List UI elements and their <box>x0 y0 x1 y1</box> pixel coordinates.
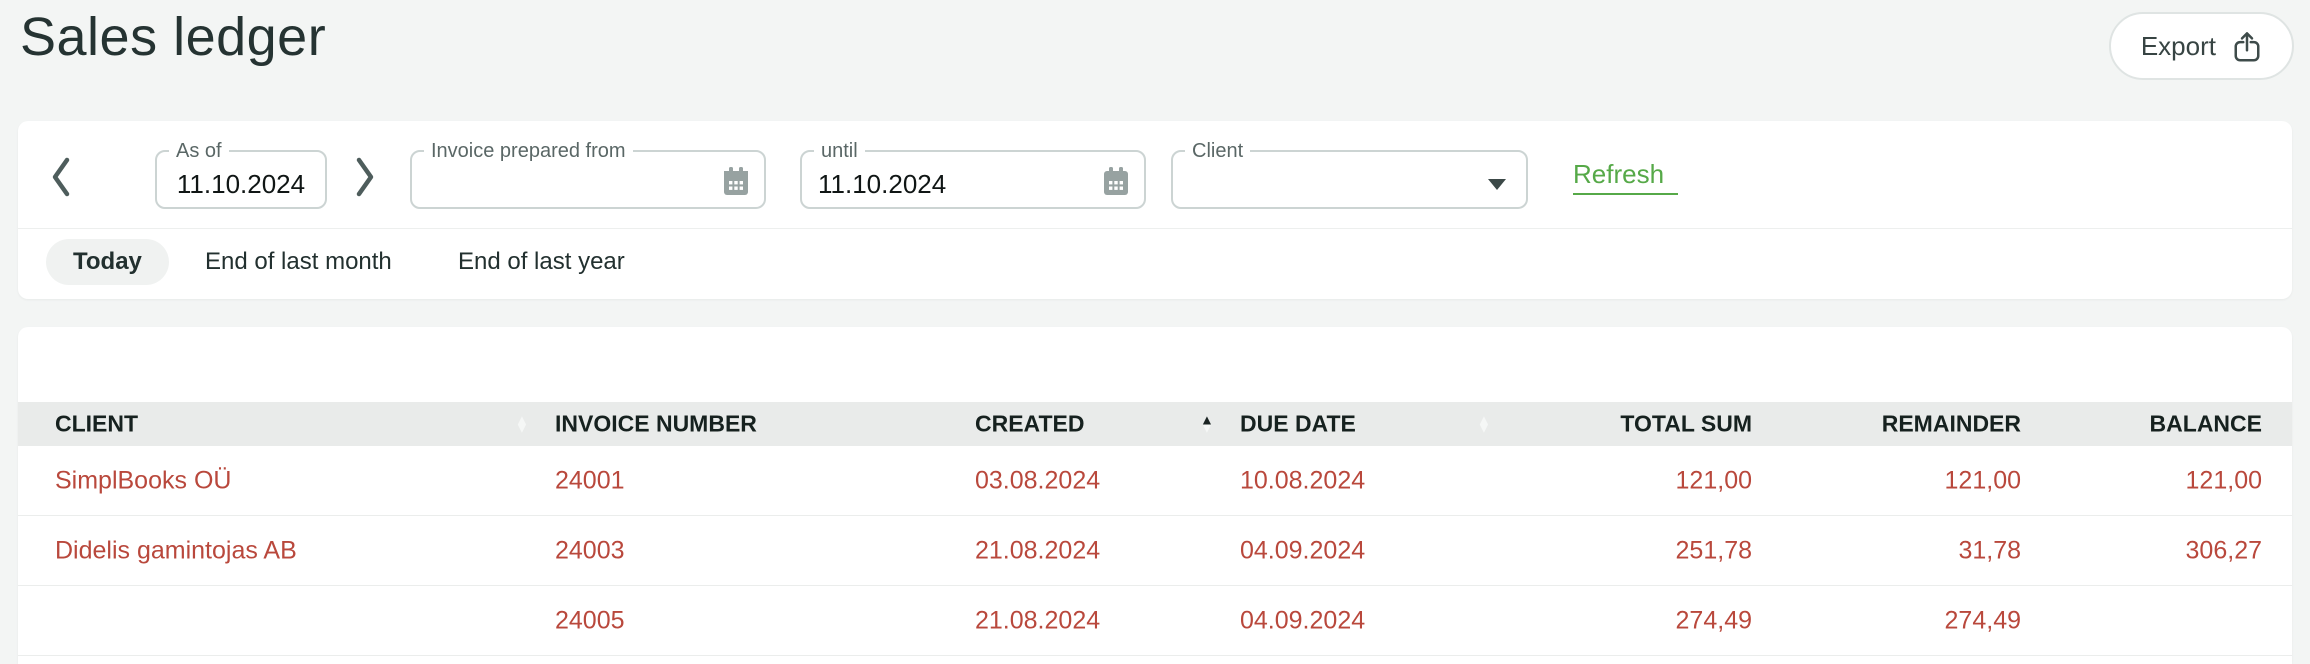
cell-total-sum: 274,49 <box>1675 606 1752 634</box>
cell-client[interactable]: SimplBooks OÜ <box>55 466 232 494</box>
sort-arrows-icon[interactable]: ▲ ▼ <box>515 411 529 435</box>
cell-invoice-number[interactable]: 24005 <box>555 606 625 634</box>
cell-client[interactable]: Didelis gamintojas AB <box>55 536 297 564</box>
cell-created: 21.08.2024 <box>975 606 1101 634</box>
invoice-prepared-from-label: Invoice prepared from <box>431 140 626 162</box>
column-header-invoice-number[interactable]: INVOICE NUMBER <box>555 410 757 437</box>
client-select[interactable]: Client <box>1171 141 1528 209</box>
column-header-client[interactable]: CLIENT <box>55 410 139 437</box>
client-label: Client <box>1192 140 1244 162</box>
cell-invoice-number[interactable]: 24001 <box>555 466 625 494</box>
calendar-icon[interactable] <box>722 167 750 202</box>
cell-due-date: 04.09.2024 <box>1240 606 1366 634</box>
cell-remainder: 31,78 <box>1958 536 2021 564</box>
until-value[interactable]: 11.10.2024 <box>818 169 947 199</box>
quick-range-today[interactable]: Today <box>46 239 169 285</box>
table-header-row: CLIENT ▲ ▼ INVOICE NUMBER CREATED ▲ ▼ DUE … <box>18 402 2292 446</box>
as-of-value[interactable]: 11.10.2024 <box>176 169 306 199</box>
cell-created: 03.08.2024 <box>975 466 1101 494</box>
export-button-label: Export <box>2140 30 2216 61</box>
column-header-remainder[interactable]: REMAINDER <box>1881 410 2021 437</box>
calendar-icon[interactable] <box>1102 167 1130 202</box>
column-header-balance[interactable]: BALANCE <box>2149 410 2262 437</box>
cell-remainder: 274,49 <box>1944 606 2021 634</box>
table-row[interactable]: SimplBooks OÜ 24001 03.08.2024 10.08.202… <box>18 446 2292 516</box>
until-label: until <box>821 140 858 162</box>
table-card: CLIENT ▲ ▼ INVOICE NUMBER CREATED ▲ ▼ DUE … <box>18 327 2292 664</box>
invoice-prepared-from-field[interactable]: Invoice prepared from <box>410 141 766 209</box>
cell-total-sum: 121,00 <box>1675 466 1752 494</box>
chevron-right-icon <box>352 157 378 202</box>
column-header-total-sum[interactable]: TOTAL SUM <box>1620 410 1752 437</box>
refresh-link[interactable]: Refresh <box>1573 159 1679 195</box>
share-export-icon <box>2232 30 2262 63</box>
cell-invoice-number[interactable]: 24003 <box>555 536 625 564</box>
page-title: Sales ledger <box>20 7 327 67</box>
quick-range-row: Today End of last month End of last year <box>18 229 2292 299</box>
column-header-created[interactable]: CREATED <box>975 410 1085 437</box>
quick-range-end-of-last-month[interactable]: End of last month <box>178 239 419 285</box>
cell-total-sum: 251,78 <box>1675 536 1752 564</box>
table-row[interactable]: Didelis gamintojas AB 24003 21.08.2024 0… <box>18 516 2292 586</box>
sort-arrows-icon[interactable]: ▲ ▼ <box>1477 411 1491 435</box>
as-of-label: As of <box>176 140 222 162</box>
table-row[interactable]: 24005 21.08.2024 04.09.2024 274,49 274,4… <box>18 586 2292 656</box>
cell-remainder: 121,00 <box>1944 466 2021 494</box>
previous-day-button[interactable] <box>48 155 74 202</box>
filter-card: As of 11.10.2024 Invoice prepared from <box>18 121 2292 299</box>
chevron-left-icon <box>48 157 74 202</box>
cell-balance: 121,00 <box>2185 466 2262 494</box>
cell-created: 21.08.2024 <box>975 536 1101 564</box>
export-button[interactable]: Export <box>2108 12 2294 80</box>
next-day-button[interactable] <box>352 155 378 202</box>
cell-balance: 306,27 <box>2185 536 2262 564</box>
cell-due-date: 10.08.2024 <box>1240 466 1366 494</box>
sort-ascending-icon[interactable]: ▲ ▼ <box>1200 411 1214 435</box>
chevron-down-icon <box>1488 179 1506 190</box>
quick-range-end-of-last-year[interactable]: End of last year <box>431 239 652 285</box>
as-of-date-field[interactable]: As of 11.10.2024 <box>155 141 327 209</box>
cell-due-date: 04.09.2024 <box>1240 536 1366 564</box>
until-date-field[interactable]: until 11.10.2024 <box>800 141 1146 209</box>
filter-divider <box>18 228 2292 229</box>
column-header-due-date[interactable]: DUE DATE <box>1240 410 1356 437</box>
